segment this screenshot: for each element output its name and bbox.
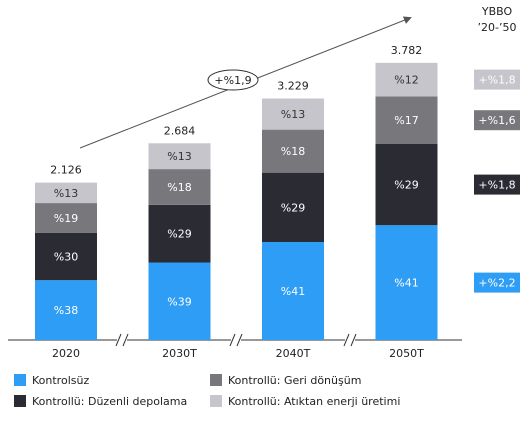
total-label: 3.229 — [277, 80, 309, 93]
legend-label: Kontrolsüz — [32, 374, 89, 387]
axis-break — [122, 333, 129, 347]
cagr-label: +%1,6 — [478, 114, 515, 127]
segment-label: %29 — [281, 201, 305, 214]
total-label: 2.684 — [164, 124, 196, 137]
bar-segment — [35, 203, 97, 233]
legend-swatch — [210, 374, 222, 386]
axis-break — [117, 334, 127, 346]
axis-break — [345, 334, 355, 346]
bar-segment — [262, 98, 324, 130]
axis-break — [350, 333, 357, 347]
legend-swatch — [210, 395, 222, 407]
segment-label: %18 — [281, 145, 305, 158]
cagr-label: +%1,8 — [478, 74, 515, 87]
legend-label: Kontrollü: Düzenli depolama — [32, 395, 187, 408]
cagr-box — [474, 272, 520, 293]
segment-label: %39 — [167, 295, 191, 308]
axis-break — [343, 333, 350, 347]
axis-break — [236, 333, 243, 347]
segment-label: %13 — [54, 187, 78, 200]
segment-label: %29 — [167, 228, 191, 241]
legend-label: Kontrollü: Atıktan enerji üretimi — [228, 395, 400, 408]
bar-segment — [375, 96, 438, 144]
segment-label: %18 — [167, 181, 191, 194]
cagr-header: YBBO — [481, 5, 513, 18]
segment-label: %19 — [54, 212, 78, 225]
segment-label: %13 — [167, 150, 191, 163]
bar-segment — [262, 241, 324, 340]
segment-label: %41 — [281, 285, 305, 298]
axis-break — [231, 334, 241, 346]
bar-segment — [375, 62, 438, 97]
segment-label: %38 — [54, 304, 78, 317]
axis-break — [229, 333, 236, 347]
legend-swatch — [14, 374, 26, 386]
annotation: +%1,9 — [214, 74, 251, 87]
bar-segment — [148, 262, 211, 340]
bar-segment — [148, 169, 211, 205]
cagr-box — [474, 69, 520, 90]
x-tick-label: 2020 — [52, 347, 80, 360]
total-label: 3.782 — [391, 44, 423, 57]
segment-label: %41 — [394, 277, 418, 290]
bar-segment — [35, 232, 97, 281]
bar-segment — [262, 129, 324, 173]
cagr-label: +%2,2 — [478, 277, 515, 290]
bar-segment — [375, 144, 438, 226]
bar-segment — [375, 225, 438, 340]
x-tick-label: 2040T — [276, 347, 311, 360]
segment-label: %17 — [394, 114, 418, 127]
cagr-box — [474, 110, 520, 131]
segment-label: %29 — [394, 179, 418, 192]
bar-segment — [35, 280, 97, 340]
annotation-bubble — [207, 69, 259, 91]
total-label: 2.126 — [50, 164, 82, 177]
cagr-header: ’20-’50 — [478, 21, 517, 34]
x-tick-label: 2030T — [162, 347, 197, 360]
cagr-label: +%1,8 — [478, 179, 515, 192]
segment-label: %30 — [54, 251, 78, 264]
x-tick-label: 2050T — [389, 347, 424, 360]
segment-label: %13 — [281, 108, 305, 121]
bar-segment — [262, 172, 324, 242]
bar-segment — [148, 204, 211, 263]
legend-label: Kontrollü: Geri dönüşüm — [228, 374, 361, 387]
bar-segment — [35, 182, 97, 204]
bar-segment — [148, 143, 211, 170]
segment-label: %12 — [394, 74, 418, 87]
legend-swatch — [14, 395, 26, 407]
axis-break — [115, 333, 122, 347]
cagr-box — [474, 174, 520, 195]
